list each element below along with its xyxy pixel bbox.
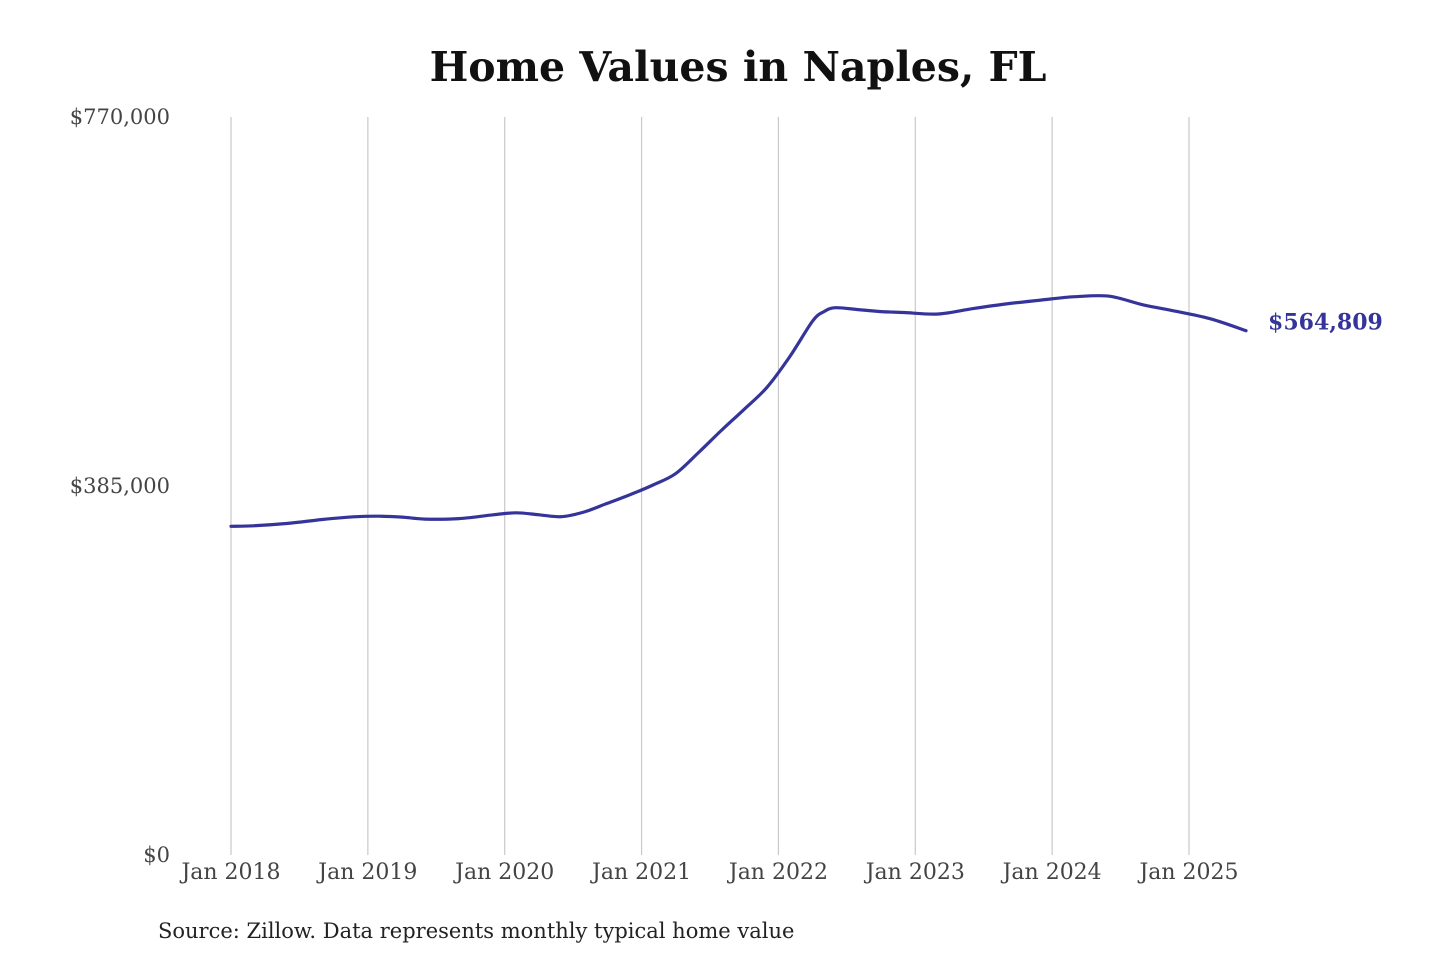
y-tick-label: $0 xyxy=(143,843,170,867)
x-tick-label: Jan 2020 xyxy=(453,860,554,885)
source-note: Source: Zillow. Data represents monthly … xyxy=(158,919,794,943)
vertical-grid-lines xyxy=(230,117,1190,855)
x-tick-label: Jan 2022 xyxy=(727,860,828,885)
x-tick-label: Jan 2019 xyxy=(316,860,417,885)
y-axis-tick-labels: $0 $385,000 $770,000 xyxy=(70,105,170,867)
x-tick-label: Jan 2021 xyxy=(590,860,691,885)
x-tick-label: Jan 2025 xyxy=(1137,860,1238,885)
x-tick-label: Jan 2024 xyxy=(1001,860,1102,885)
y-tick-label: $385,000 xyxy=(70,474,170,498)
chart-title: Home Values in Naples, FL xyxy=(430,43,1047,91)
home-value-line xyxy=(229,294,1248,528)
y-tick-label: $770,000 xyxy=(70,105,170,129)
x-axis-tick-labels: Jan 2018 Jan 2019 Jan 2020 Jan 2021 Jan 2022… xyxy=(179,860,1238,885)
end-value-label: $564,809 xyxy=(1268,310,1383,336)
x-tick-label: Jan 2023 xyxy=(864,860,965,885)
x-tick-label: Jan 2018 xyxy=(179,860,280,885)
